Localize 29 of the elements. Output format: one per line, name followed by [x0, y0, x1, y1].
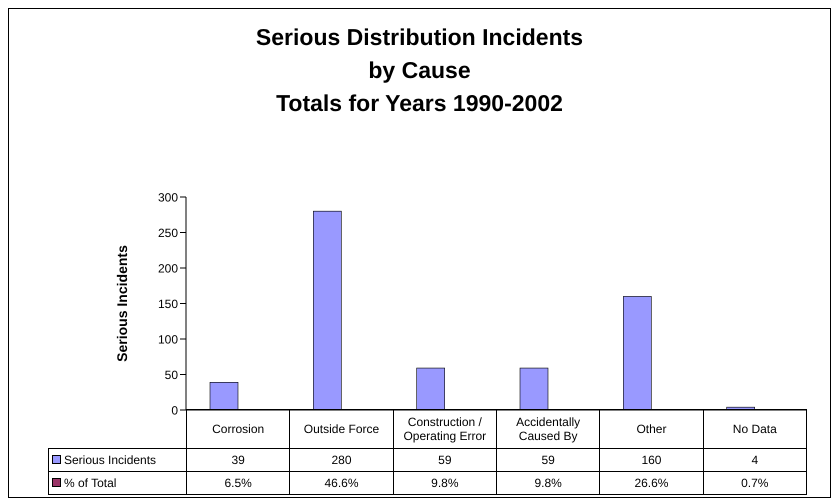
text: 26.6% — [634, 476, 668, 490]
y-tick-label: 50 — [164, 368, 178, 382]
data-label: 39 — [186, 448, 290, 472]
data-label: 160 — [600, 448, 704, 472]
legend-label: % of Total — [48, 472, 186, 494]
text: 9.8% — [431, 476, 458, 490]
y-tick-label: 300 — [158, 190, 178, 204]
x-tick-label: Corrosion — [186, 410, 290, 448]
y-tick-label: 250 — [158, 226, 178, 240]
text: 9.8% — [534, 476, 562, 490]
x-tick-label: Outside Force — [290, 410, 394, 448]
chart-title: Serious Distribution Incidents by Cause Totals for Years 1990-2002 — [254, 23, 584, 118]
text: 0.7% — [741, 476, 768, 490]
data-label: 59 — [393, 448, 496, 472]
y-tick-label: 200 — [158, 261, 178, 276]
data-label: 59 — [496, 448, 600, 472]
y-axis-title: Serious Incidents — [114, 244, 130, 362]
data-label: 4 — [703, 448, 806, 472]
legend-label: Serious Incidents — [48, 448, 186, 472]
y-tick-label: 150 — [158, 296, 178, 311]
y-tick-label: 0 — [171, 403, 178, 418]
y-tick-label: 100 — [158, 332, 178, 346]
x-tick-label: Other — [600, 410, 704, 448]
data-label: 280 — [290, 448, 394, 472]
text: 46.6% — [324, 476, 358, 490]
x-tick-label: Construction / Operating Error — [393, 410, 496, 448]
text: 6.5% — [224, 476, 252, 490]
x-tick-label: No Data — [703, 410, 806, 448]
x-tick-label: Accidentally Caused By — [496, 410, 600, 448]
